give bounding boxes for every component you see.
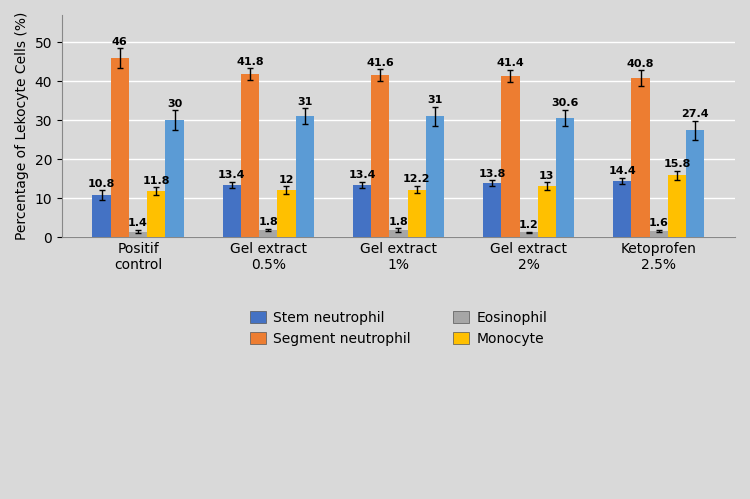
Y-axis label: Percentage of Lekocyte Cells (%): Percentage of Lekocyte Cells (%)	[15, 12, 29, 240]
Text: 13.8: 13.8	[478, 169, 506, 179]
Text: 27.4: 27.4	[682, 109, 709, 119]
Text: 30: 30	[167, 99, 182, 109]
Text: 15.8: 15.8	[664, 159, 691, 169]
Text: 40.8: 40.8	[627, 59, 654, 69]
Bar	[650, 231, 668, 237]
Text: 41.8: 41.8	[236, 57, 264, 67]
Text: 31: 31	[427, 95, 442, 105]
Bar	[353, 185, 371, 237]
Legend: Stem neutrophil, Segment neutrophil, Eosinophil, Monocyte: Stem neutrophil, Segment neutrophil, Eos…	[250, 310, 548, 345]
Text: 1.8: 1.8	[259, 217, 278, 227]
Text: 31: 31	[297, 97, 313, 107]
Text: 41.4: 41.4	[496, 58, 524, 68]
Text: 13.4: 13.4	[348, 170, 376, 180]
Text: 30.6: 30.6	[551, 98, 579, 108]
Text: 10.8: 10.8	[88, 179, 116, 189]
Bar	[241, 74, 260, 237]
Bar	[147, 191, 166, 237]
Bar	[501, 76, 520, 237]
Bar	[296, 116, 314, 237]
Bar	[223, 185, 241, 237]
Bar	[260, 230, 278, 237]
Bar	[668, 176, 686, 237]
Bar	[614, 181, 632, 237]
Text: 14.4: 14.4	[608, 166, 636, 176]
Text: 12.2: 12.2	[403, 174, 430, 184]
Text: 41.6: 41.6	[366, 57, 394, 67]
Text: 1.2: 1.2	[519, 220, 538, 230]
Text: 1.6: 1.6	[649, 218, 669, 228]
Bar	[520, 233, 538, 237]
Text: 46: 46	[112, 36, 128, 46]
Text: 13.4: 13.4	[218, 170, 245, 180]
Bar	[556, 118, 574, 237]
Bar	[407, 190, 426, 237]
Bar	[686, 130, 704, 237]
Bar	[278, 190, 296, 237]
Text: 1.4: 1.4	[128, 219, 148, 229]
Bar	[166, 120, 184, 237]
Bar	[426, 116, 444, 237]
Bar	[129, 232, 147, 237]
Bar	[389, 230, 407, 237]
Bar	[111, 58, 129, 237]
Text: 1.8: 1.8	[388, 217, 408, 227]
Text: 11.8: 11.8	[142, 176, 170, 186]
Bar	[538, 187, 556, 237]
Bar	[92, 195, 111, 237]
Bar	[371, 75, 389, 237]
Bar	[632, 78, 650, 237]
Text: 13: 13	[539, 171, 554, 181]
Bar	[483, 183, 501, 237]
Text: 12: 12	[279, 175, 294, 185]
